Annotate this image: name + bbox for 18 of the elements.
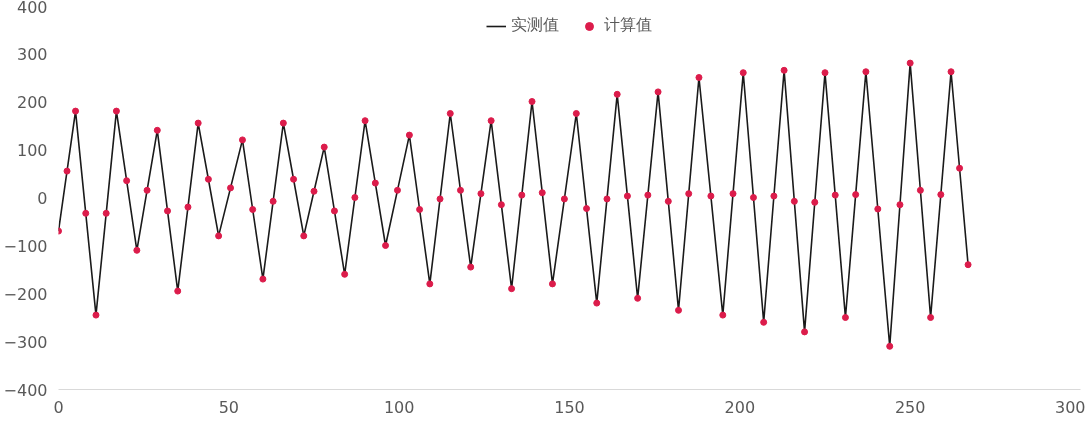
y-tick-label: −100 xyxy=(3,236,48,256)
x-tick-label: 100 xyxy=(383,397,415,417)
legend-label: 计算值 xyxy=(604,15,652,36)
legend-label: 实测值 xyxy=(511,15,559,36)
y-tick-label: −400 xyxy=(3,380,48,400)
x-tick-label: 300 xyxy=(1054,397,1086,417)
y-tick-label: 300 xyxy=(16,44,48,64)
y-tick-label: 200 xyxy=(16,92,48,112)
y-tick-label: 0 xyxy=(37,188,48,208)
x-tick-label: 200 xyxy=(724,397,756,417)
x-tick-label: 0 xyxy=(53,397,64,417)
x-tick-label: 50 xyxy=(218,397,240,417)
y-tick-label: 100 xyxy=(16,140,48,160)
y-tick-label: 400 xyxy=(16,0,48,17)
x-tick-label: 250 xyxy=(894,397,926,417)
x-tick-label: 150 xyxy=(554,397,585,417)
y-tick-label: −200 xyxy=(3,284,48,304)
y-tick-label: −300 xyxy=(3,332,48,352)
